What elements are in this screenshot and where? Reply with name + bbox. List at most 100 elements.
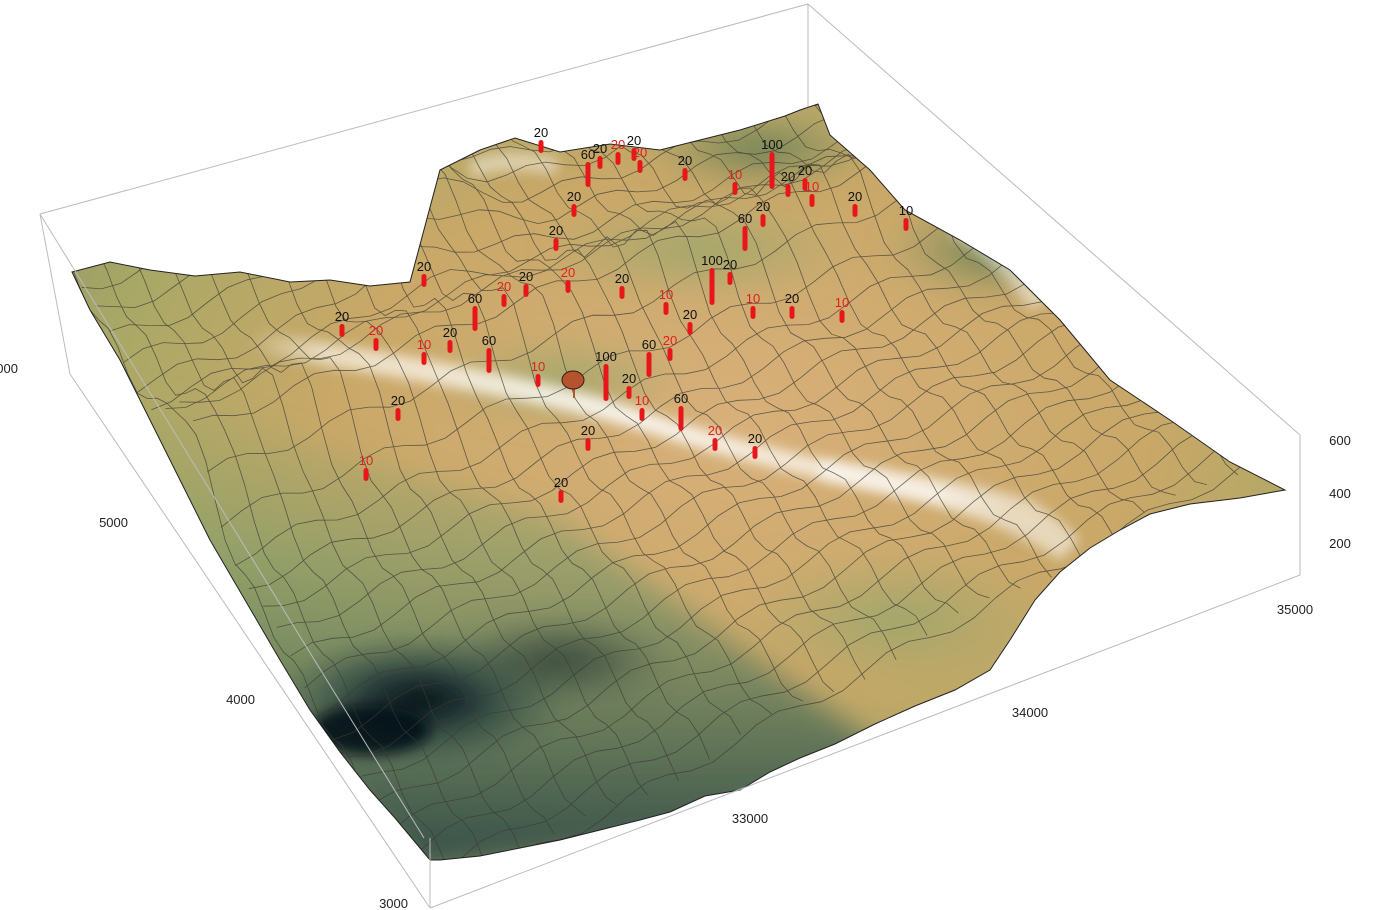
marker-45: 20 (581, 423, 595, 451)
mesh-line-x-18 (533, 104, 990, 599)
marker-38: 60 (642, 337, 656, 377)
marker-44: 20 (748, 431, 762, 459)
marker-bar (363, 468, 369, 481)
y-tick-label: 3000 (379, 896, 408, 910)
marker-bar (687, 322, 693, 335)
marker-39: 20 (663, 333, 677, 361)
marker-label: 20 (723, 257, 737, 272)
marker-label: 20 (549, 223, 563, 238)
mesh-line-x-25 (725, 104, 1207, 485)
mesh-line-x-1 (72, 209, 462, 860)
highlight-disc (561, 370, 585, 390)
x-tick-label: 33000 (732, 811, 768, 826)
marker-label: 20 (561, 265, 575, 280)
marker-label: 20 (781, 169, 795, 184)
marker-19: 20 (417, 259, 431, 287)
marker-label: 20 (519, 269, 533, 284)
marker-bar (750, 306, 756, 319)
mesh-line-x-16 (478, 104, 928, 636)
mesh-line-x-3 (121, 183, 524, 859)
marker-5: 60 (581, 147, 595, 187)
marker-bar (619, 286, 625, 299)
marker-label: 100 (701, 253, 723, 268)
marker-bar (631, 148, 637, 161)
marker-bar (752, 446, 758, 459)
shade-north-2 (880, 200, 1120, 300)
marker-bar (802, 178, 808, 191)
y-tick-label: 4000 (226, 692, 255, 707)
box-edge-6 (39, 213, 425, 839)
marker-31: 20 (335, 309, 349, 337)
marker-label: 20 (554, 475, 568, 490)
marker-0: 20 (534, 125, 548, 153)
marker-bar (712, 438, 718, 451)
box-edge-8 (69, 373, 431, 909)
marker-bar (597, 156, 603, 169)
marker-33: 60 (482, 333, 496, 373)
marker-14: 20 (567, 189, 581, 217)
marker-8: 10 (728, 167, 742, 195)
marker-label: 20 (369, 323, 383, 338)
marker-9: 20 (781, 169, 795, 197)
marker-label: 60 (482, 333, 496, 348)
marker-35: 10 (531, 359, 545, 387)
highlight-site (561, 370, 585, 398)
marker-bar (637, 160, 643, 173)
ridge-peak (470, 152, 560, 178)
marker-bar (742, 226, 748, 251)
marker-46: 20 (391, 393, 405, 421)
mesh-line-y-21 (137, 116, 932, 393)
marker-label: 100 (761, 137, 783, 152)
marker-bar (615, 152, 621, 165)
marker-18: 20 (723, 257, 737, 285)
marker-3: 20 (627, 133, 641, 161)
shade-green-upper (540, 200, 860, 300)
marker-bar (553, 238, 559, 251)
mesh-line-y-16 (206, 148, 1020, 473)
marker-32: 60 (468, 291, 482, 331)
marker-label: 20 (443, 325, 457, 340)
marker-bar (903, 218, 909, 231)
marker-13: 10 (899, 203, 913, 231)
marker-label: 100 (595, 349, 617, 364)
marker-label: 20 (611, 137, 625, 152)
marker-label: 10 (635, 393, 649, 408)
z-tick-label: 200 (1329, 536, 1351, 551)
mesh-line-y-19 (165, 113, 967, 409)
marker-label: 20 (785, 291, 799, 306)
marker-label: 20 (615, 271, 629, 286)
marker-bar (667, 348, 673, 361)
marker-bar (472, 306, 478, 331)
marker-bar (789, 306, 795, 319)
marker-label: 60 (468, 291, 482, 306)
mesh-line-y-20 (151, 124, 949, 411)
marker-label: 20 (663, 333, 677, 348)
mesh-line-x-13 (396, 116, 835, 693)
marker-label: 10 (728, 167, 742, 182)
marker-label: 10 (899, 203, 913, 218)
marker-bar (523, 284, 529, 297)
mesh-line-y-8 (318, 319, 1160, 718)
marker-bar (565, 280, 571, 293)
y-tick-label: 6000 (0, 361, 18, 376)
marker-42: 60 (674, 391, 688, 431)
marker-label: 20 (848, 189, 862, 204)
marker-label: 20 (633, 145, 647, 160)
marker-bar (421, 274, 427, 287)
shade-valley-2 (440, 615, 680, 705)
marker-bar (769, 152, 775, 189)
marker-label: 20 (748, 431, 762, 446)
marker-label: 10 (531, 359, 545, 374)
marker-24: 10 (659, 287, 673, 315)
bounding-box-front-edges (39, 213, 1301, 909)
mesh-line-y-1 (415, 426, 1283, 860)
marker-47: 10 (359, 453, 373, 481)
marker-bar (852, 204, 858, 217)
box-edge-1 (39, 213, 71, 375)
shade-valley-deep (310, 705, 430, 755)
marker-bar (585, 162, 591, 187)
marker-bar (535, 374, 541, 387)
terrain-outline (71, 103, 1287, 861)
